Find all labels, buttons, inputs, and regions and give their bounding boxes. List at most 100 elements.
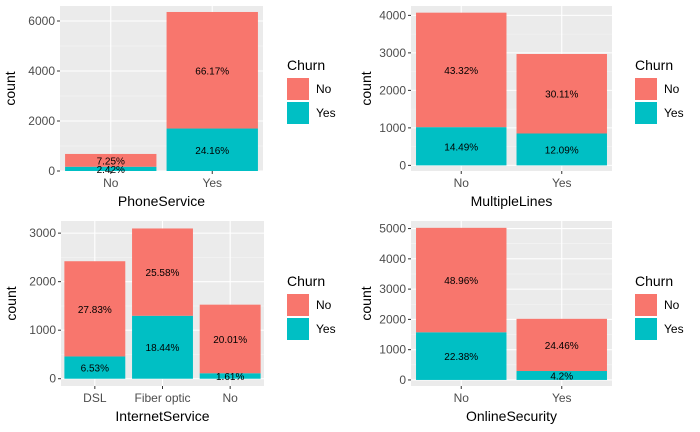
legend-title: Churn	[635, 273, 673, 289]
x-tick-label: Yes	[202, 176, 222, 190]
x-tick-label: No	[103, 176, 119, 190]
legend-label-yes: Yes	[664, 322, 684, 336]
bar-yes	[516, 371, 607, 380]
bar-no	[516, 53, 607, 134]
data-label-yes: 4.2%	[550, 371, 573, 382]
x-tick-label: Yes	[552, 176, 572, 190]
data-label-yes: 2.42%	[97, 165, 125, 176]
y-tick-label: 4000	[379, 8, 406, 22]
bar-no	[416, 227, 507, 333]
x-tick-label: DSL	[83, 391, 107, 405]
data-label-yes: 24.16%	[195, 146, 229, 157]
y-tick-label: 2000	[379, 83, 406, 97]
bar-no	[132, 228, 193, 316]
data-label-yes: 22.38%	[444, 352, 478, 363]
legend: Churn No Yes	[635, 273, 684, 340]
bar-no	[516, 318, 607, 372]
data-label-no: 24.46%	[545, 341, 579, 352]
y-tick-label: 0	[399, 373, 406, 387]
legend-label-no: No	[316, 82, 332, 96]
x-tick-label: No	[454, 391, 470, 405]
data-label-yes: 1.61%	[216, 372, 244, 383]
bar-no	[416, 12, 507, 128]
y-tick-label: 2000	[29, 275, 56, 289]
x-axis-title: InternetService	[115, 408, 209, 424]
legend-label-no: No	[316, 298, 332, 312]
legend-title: Churn	[287, 57, 325, 73]
y-tick-label: 3000	[29, 226, 56, 240]
x-axis-title: MultipleLines	[471, 193, 553, 209]
x-tick-label: Yes	[552, 391, 572, 405]
y-tick-label: 3000	[379, 282, 406, 296]
legend-key-no	[287, 294, 309, 316]
legend-key-no	[635, 78, 657, 100]
y-axis-title: count	[3, 286, 19, 320]
data-label-yes: 14.49%	[444, 142, 478, 153]
bar-yes	[199, 373, 261, 379]
chart-panel-3: 0 1000 2000 3000 27.83% 6.53% DSL 25.58% 18.44% F…	[3, 221, 336, 424]
x-tick-label: No	[454, 176, 470, 190]
y-tick-label: 5000	[379, 222, 406, 236]
bar-yes	[132, 315, 193, 379]
legend: Churn No Yes	[287, 57, 336, 124]
y-tick-label: 0	[49, 372, 56, 386]
data-label-no: 66.17%	[195, 66, 229, 77]
x-tick-label: No	[222, 391, 238, 405]
y-tick-label: 4000	[379, 252, 406, 266]
chart-panel-2: 0 1000 2000 3000 4000 43.32% 14.49% No 30.11% 12.…	[358, 6, 684, 209]
legend-key-yes	[635, 318, 657, 340]
chart-panel-4: 0 1000 2000 3000 4000 5000 48.96% 22.38% No 24.46…	[358, 221, 684, 424]
bar-yes	[64, 356, 126, 379]
data-label-no: 25.58%	[146, 268, 180, 279]
data-label-no: 20.01%	[213, 335, 247, 346]
x-axis-title: OnlineSecurity	[466, 408, 557, 424]
data-label-no: 7.25%	[97, 156, 125, 167]
legend-label-yes: Yes	[316, 106, 336, 120]
bar-yes	[416, 332, 507, 380]
legend-label-yes: Yes	[316, 322, 336, 336]
chart-panel-1: 02000400060007.25%2.42%No66.17%24.16%Yes…	[2, 6, 336, 209]
legend: Churn No Yes	[635, 57, 684, 124]
x-tick-label: Fiber optic	[134, 391, 190, 405]
legend-key-yes	[287, 102, 309, 124]
y-tick-label: 0	[48, 164, 55, 178]
data-label-yes: 12.09%	[545, 145, 579, 156]
legend-label-no: No	[664, 82, 680, 96]
bar-no	[199, 304, 261, 374]
legend-title: Churn	[287, 273, 325, 289]
y-tick-label: 2000	[28, 114, 55, 128]
legend-key-yes	[287, 318, 309, 340]
legend-key-no	[635, 294, 657, 316]
bar-no	[64, 261, 126, 357]
y-tick-label: 3000	[379, 46, 406, 60]
data-label-no: 30.11%	[545, 90, 578, 101]
y-tick-label: 4000	[28, 64, 55, 78]
y-tick-label: 1000	[379, 121, 406, 135]
legend-key-yes	[635, 102, 657, 124]
x-axis-title: PhoneService	[118, 193, 205, 209]
legend: Churn No Yes	[287, 273, 336, 340]
y-tick-label: 6000	[28, 14, 55, 28]
legend-label-no: No	[664, 298, 680, 312]
data-label-no: 27.83%	[78, 305, 112, 316]
y-tick-label: 2000	[379, 312, 406, 326]
data-label-yes: 6.53%	[81, 364, 109, 375]
y-tick-label: 1000	[29, 323, 56, 337]
legend-key-no	[287, 78, 309, 100]
bar-yes	[166, 128, 258, 171]
y-tick-label: 0	[399, 158, 406, 172]
legend-label-yes: Yes	[664, 106, 684, 120]
bar-yes	[65, 166, 157, 171]
data-label-no: 43.32%	[444, 66, 478, 77]
y-axis-title: count	[358, 286, 374, 320]
y-axis-title: count	[358, 71, 374, 105]
legend-title: Churn	[635, 57, 673, 73]
bar-yes	[416, 127, 507, 166]
data-label-yes: 18.44%	[146, 343, 180, 354]
bar-yes	[516, 133, 607, 166]
bar-no	[166, 11, 258, 129]
bar-no	[65, 153, 157, 167]
y-axis-title: count	[2, 71, 18, 105]
y-tick-label: 1000	[379, 343, 406, 357]
